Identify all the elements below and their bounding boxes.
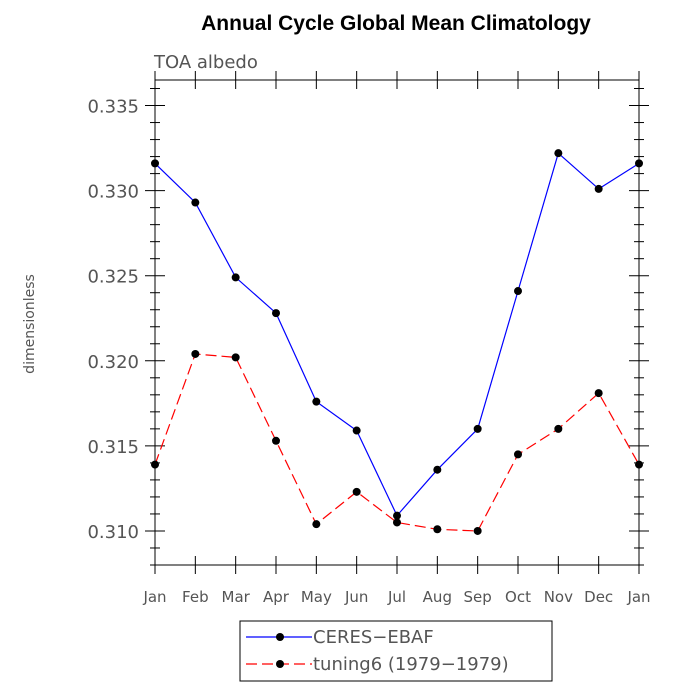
series-1-point [433, 525, 442, 534]
legend-entry-1: tuning6 (1979−1979) [313, 654, 509, 675]
series-1-point [231, 353, 240, 362]
x-tick-label: Oct [505, 588, 531, 606]
series-1-point [635, 460, 643, 469]
series-1-point [514, 450, 522, 459]
y-tick-label: 0.335 [87, 97, 139, 118]
legend: CERES−EBAF tuning6 (1979−1979) [239, 620, 553, 682]
x-tick-label: May [301, 588, 332, 606]
series-0-point [191, 198, 200, 207]
series-1-point [312, 520, 321, 529]
series-0-point [554, 149, 563, 158]
y-tick-label: 0.320 [87, 352, 139, 373]
y-tick-label: 0.325 [87, 267, 139, 288]
chart-subtitle: TOA albedo [153, 52, 258, 73]
series-1-point [352, 487, 361, 496]
x-tick-label: Jul [387, 588, 406, 606]
series-1-point [473, 526, 482, 535]
x-tick-label: Jan [626, 588, 650, 606]
y-tick-label: 0.310 [87, 522, 139, 543]
legend-marker-1 [276, 660, 284, 668]
series-1-point [554, 424, 563, 433]
series-0-point [231, 273, 240, 282]
series-0-point [594, 184, 603, 193]
series-0-point [514, 287, 522, 296]
x-tick-label: Mar [222, 588, 251, 606]
series-1-point [151, 460, 159, 469]
series-0-point [272, 309, 280, 318]
series-0-point [473, 424, 482, 433]
x-tick-label: Feb [182, 588, 209, 606]
series-1-point [272, 436, 280, 445]
series-1-point [191, 349, 200, 358]
series-line-0 [154, 152, 640, 517]
series-1-point [393, 518, 401, 527]
plot-frame [154, 79, 640, 566]
x-tick-label: Apr [263, 588, 290, 606]
x-tick-label: Jun [344, 588, 368, 606]
series-0-point [312, 397, 321, 406]
x-tick-label: Nov [544, 588, 573, 606]
legend-entry-0: CERES−EBAF [313, 627, 434, 648]
series-0-point [393, 511, 401, 520]
x-tick-label: Sep [464, 588, 492, 606]
series-line-1 [154, 353, 640, 532]
x-tick-label: Dec [584, 588, 613, 606]
series-0-point [352, 426, 361, 435]
series-0-point [433, 465, 442, 474]
legend-marker-0 [276, 633, 284, 641]
y-axis-label: dimensionless [22, 274, 38, 374]
x-tick-label: Jan [142, 588, 166, 606]
series-1-point [594, 389, 603, 398]
x-tick-label: Aug [423, 588, 452, 606]
plot-area: 0.310 0.315 0.320 0.325 0.330 0.335 Jan Feb Mar A… [87, 71, 651, 606]
series-0-point [151, 159, 159, 168]
series-0-point [635, 159, 643, 168]
chart-title: Annual Cycle Global Mean Climatology [201, 12, 591, 35]
legend-box [239, 620, 553, 682]
y-tick-label: 0.315 [87, 437, 139, 458]
y-tick-label: 0.330 [87, 182, 139, 203]
